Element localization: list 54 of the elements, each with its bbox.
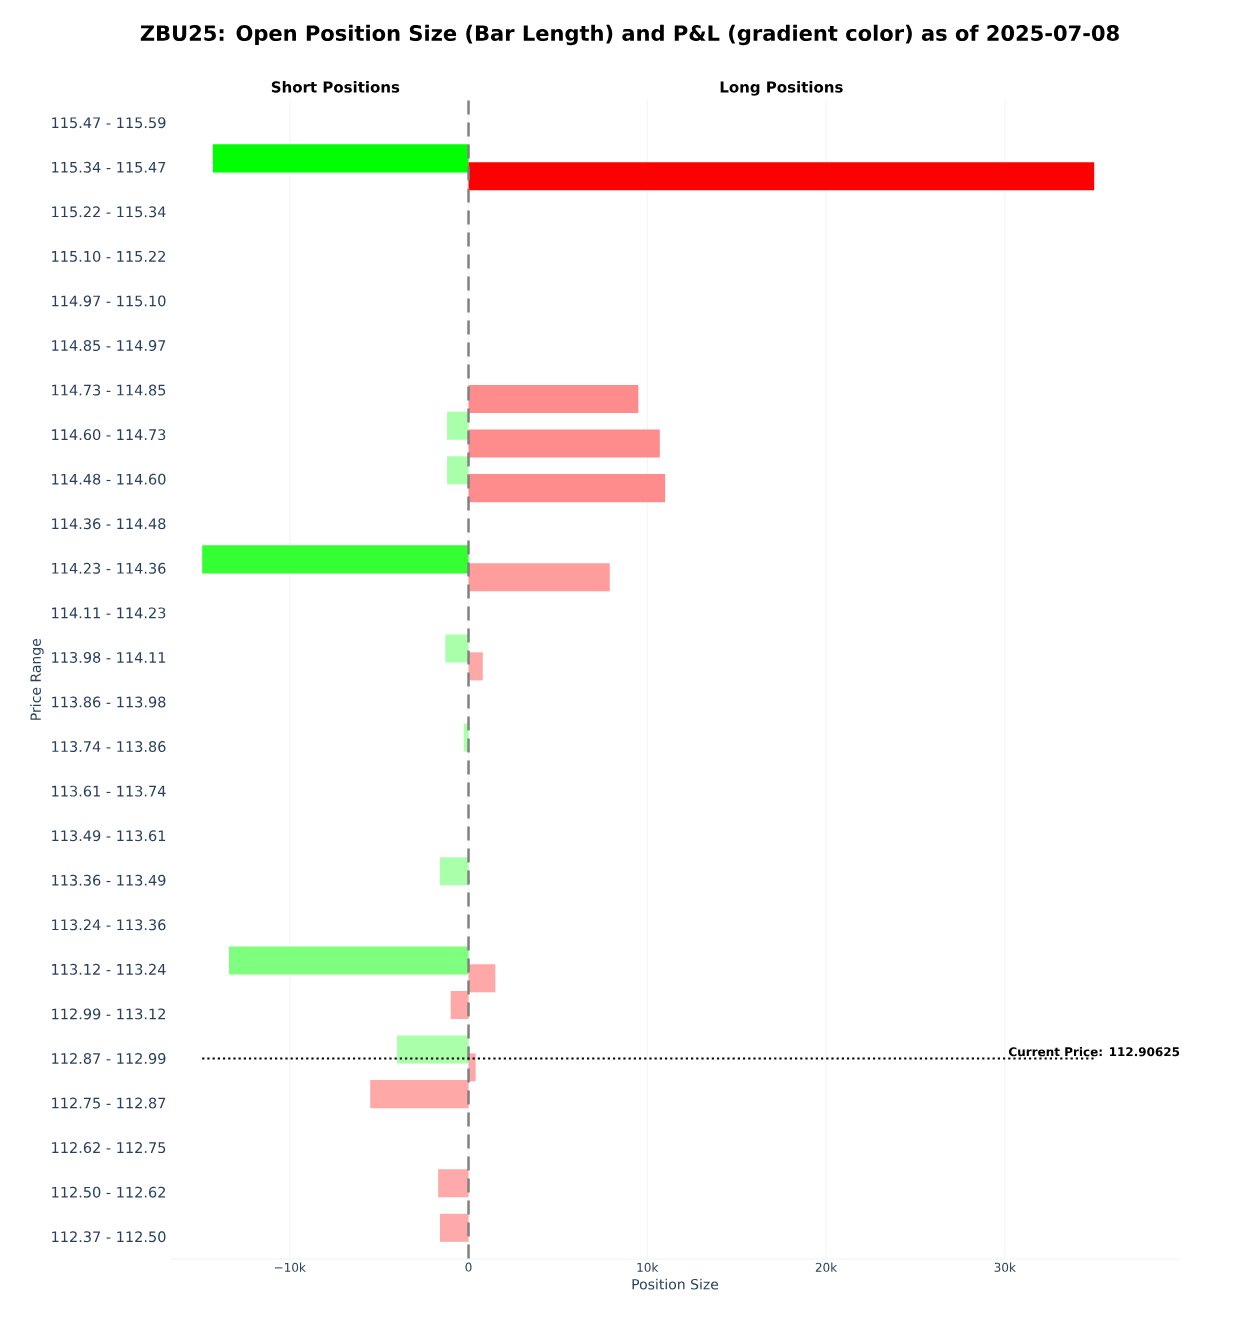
bar — [468, 563, 610, 592]
bar — [202, 545, 469, 574]
y-tick-label: 114.23 - 114.36 — [52, 562, 166, 574]
y-tick-label: 113.36 - 113.49 — [52, 874, 166, 886]
bar — [212, 144, 469, 173]
x-tick-label: 0 — [465, 1262, 472, 1272]
chart-title: ZBU25: Open Position Size (Bar Length) and P&L (gradient color) as of 2025-07-08 — [140, 24, 1119, 46]
y-tick-label: 114.60 - 114.73 — [52, 429, 166, 441]
text: Short Positions — [271, 81, 400, 93]
y-tick-label: 113.49 - 113.61 — [52, 830, 166, 842]
y-tick-label: 112.87 - 112.99 — [52, 1052, 166, 1064]
bar — [468, 652, 483, 681]
y-tick-label: 112.37 - 112.50 — [52, 1231, 166, 1243]
y-tick-label: 113.24 - 113.36 — [52, 919, 166, 931]
bar — [397, 1035, 469, 1064]
bar — [439, 857, 469, 886]
y-tick-label: 115.10 - 115.22 — [52, 250, 165, 262]
bar — [228, 946, 469, 975]
bar — [445, 634, 469, 663]
y-tick-label: 113.12 - 113.24 — [52, 963, 166, 975]
y-axis-title: Price Range — [30, 638, 44, 720]
y-tick-label: 113.74 - 113.86 — [52, 741, 166, 753]
bar — [447, 456, 469, 485]
y-tick-label: 114.48 - 114.60 — [52, 473, 166, 485]
y-tick-label: 115.47 - 115.59 — [52, 117, 166, 129]
x-tick-label: 30k — [994, 1262, 1016, 1272]
bar — [439, 1213, 469, 1242]
text: Long Positions — [720, 81, 843, 96]
y-tick-label: 115.34 - 115.47 — [52, 161, 166, 173]
y-tick-label: 114.97 - 115.10 — [52, 295, 166, 307]
x-tick-label: 20k — [815, 1262, 838, 1272]
y-tick-label: 113.61 - 113.74 — [52, 785, 166, 797]
y-tick-label: 115.22 - 115.34 — [52, 206, 166, 218]
y-tick-label: 114.11 - 114.23 — [52, 607, 166, 619]
y-tick-label: 114.73 - 114.85 — [52, 384, 166, 396]
bar — [468, 474, 666, 503]
y-tick-label: 114.85 - 114.97 — [52, 340, 166, 351]
y-tick-label: 113.98 - 114.11 — [52, 651, 166, 663]
bar — [438, 1169, 469, 1198]
y-tick-label: 113.86 - 113.98 — [52, 696, 166, 708]
bar — [468, 429, 660, 458]
x-axis-title: Position Size — [632, 1278, 719, 1290]
y-tick-label: 112.75 - 112.87 — [52, 1097, 166, 1109]
y-tick-label: 112.99 - 113.12 — [52, 1008, 165, 1020]
bar — [468, 162, 1095, 191]
y-tick-label: 112.50 - 112.62 — [52, 1186, 165, 1198]
y-tick-label: 114.36 - 114.48 — [52, 518, 166, 530]
bar — [447, 411, 469, 440]
bar — [468, 384, 639, 414]
y-tick-label: 112.62 - 112.75 — [52, 1142, 166, 1154]
x-tick-label: 10k — [637, 1262, 659, 1272]
ref-line-label: Current Price: 112.90625 — [1008, 1047, 1180, 1057]
bar — [468, 964, 496, 993]
x-tick-label: −10k — [274, 1262, 306, 1272]
